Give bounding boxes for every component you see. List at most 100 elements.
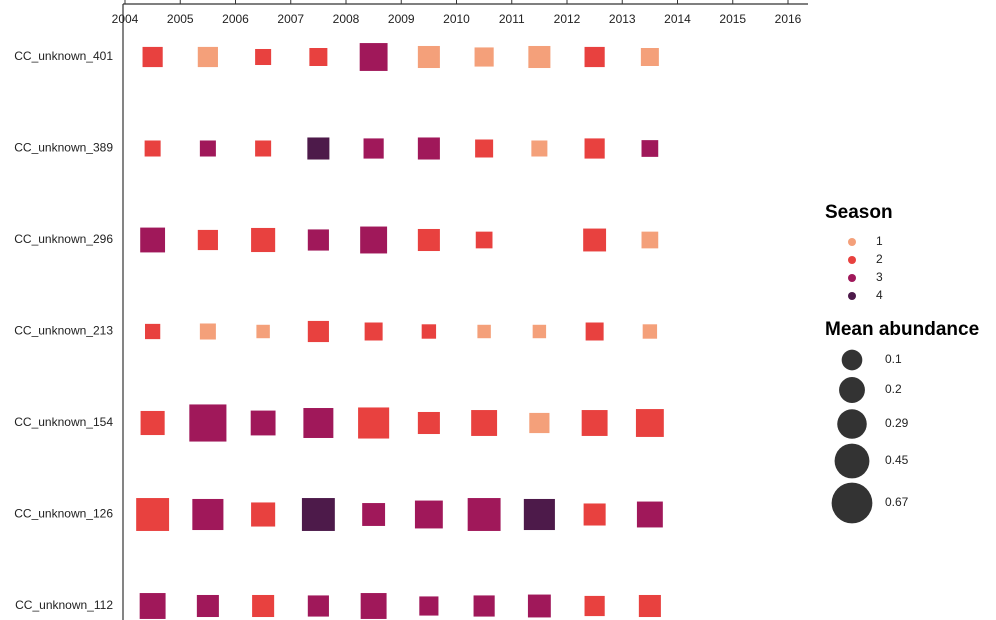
y-tick-label: CC_unknown_126 — [14, 507, 113, 521]
square — [250, 410, 276, 436]
square — [531, 140, 548, 157]
square — [636, 501, 663, 528]
legend-swatch — [848, 256, 856, 264]
square — [255, 140, 272, 157]
square — [251, 227, 276, 253]
square — [252, 594, 275, 618]
square — [527, 594, 551, 618]
square — [532, 324, 547, 339]
x-tick-label: 2012 — [554, 12, 581, 26]
legend-swatch — [848, 274, 856, 282]
square — [417, 228, 440, 252]
size-legend-label: 0.1 — [885, 352, 902, 366]
square — [641, 231, 659, 249]
square — [303, 408, 334, 438]
legend-label: 4 — [876, 288, 883, 302]
legend-swatch — [848, 238, 856, 246]
square — [196, 594, 219, 618]
square — [414, 500, 443, 529]
square — [251, 502, 276, 527]
legend-label: 1 — [876, 234, 883, 248]
x-tick-label: 2007 — [277, 12, 304, 26]
legend-title: Season — [825, 202, 893, 223]
square — [189, 404, 227, 442]
square — [417, 45, 440, 69]
square — [197, 46, 218, 68]
square — [583, 228, 607, 252]
square — [140, 410, 165, 436]
square — [360, 226, 388, 254]
square — [584, 595, 605, 617]
x-tick-label: 2006 — [222, 12, 249, 26]
square — [523, 498, 555, 531]
size-legend-circle — [831, 482, 873, 524]
square — [362, 503, 386, 526]
square — [363, 138, 384, 159]
size-legend-label: 0.2 — [885, 382, 902, 396]
x-tick-label: 2011 — [499, 12, 525, 26]
square — [144, 140, 161, 157]
square — [477, 324, 491, 339]
square — [197, 229, 218, 251]
x-tick-label: 2016 — [775, 12, 802, 26]
square — [585, 322, 604, 341]
size-legend-circle — [841, 349, 863, 371]
size-legend-circle — [834, 443, 870, 479]
square — [307, 320, 329, 343]
square — [475, 231, 493, 249]
square — [475, 139, 494, 158]
y-tick-label: CC_unknown_389 — [14, 141, 113, 155]
x-tick-label: 2013 — [609, 12, 636, 26]
y-tick-label: CC_unknown_154 — [14, 415, 113, 429]
square — [419, 596, 439, 616]
x-tick-label: 2014 — [664, 12, 691, 26]
square — [145, 323, 161, 340]
square — [307, 137, 330, 160]
square — [139, 593, 166, 619]
square — [642, 324, 658, 339]
size-legend-title: Mean abundance — [825, 319, 979, 340]
x-tick-label: 2005 — [167, 12, 194, 26]
square — [421, 324, 437, 339]
x-tick-label: 2015 — [719, 12, 746, 26]
square — [641, 140, 659, 157]
x-tick-label: 2009 — [388, 12, 415, 26]
square — [301, 498, 335, 531]
square — [192, 498, 224, 531]
square — [307, 595, 329, 617]
size-legend-circle — [837, 409, 867, 439]
x-tick-label: 2008 — [333, 12, 360, 26]
legend-swatch — [848, 292, 856, 300]
square — [255, 48, 272, 66]
square — [474, 47, 494, 67]
square — [142, 46, 163, 68]
square — [417, 137, 440, 160]
square — [528, 45, 551, 69]
square — [473, 595, 495, 617]
square — [467, 498, 501, 531]
square — [364, 322, 383, 341]
square — [360, 593, 387, 619]
square — [638, 594, 661, 618]
y-tick-label: CC_unknown_112 — [15, 598, 113, 612]
square — [529, 412, 550, 434]
square — [309, 48, 328, 66]
square — [358, 407, 390, 439]
square — [199, 323, 216, 340]
x-tick-label: 2010 — [443, 12, 470, 26]
square — [359, 43, 388, 71]
square — [307, 229, 329, 251]
square — [256, 324, 270, 339]
square — [635, 409, 664, 437]
square — [199, 140, 216, 157]
size-legend-label: 0.29 — [885, 416, 909, 430]
size-legend-label: 0.45 — [885, 453, 909, 467]
y-tick-label: CC_unknown_213 — [14, 324, 113, 338]
square — [584, 46, 605, 68]
size-legend-circle — [839, 377, 865, 403]
square — [581, 410, 608, 436]
legend-label: 2 — [876, 252, 883, 266]
square — [140, 227, 166, 253]
legend-label: 3 — [876, 270, 883, 284]
